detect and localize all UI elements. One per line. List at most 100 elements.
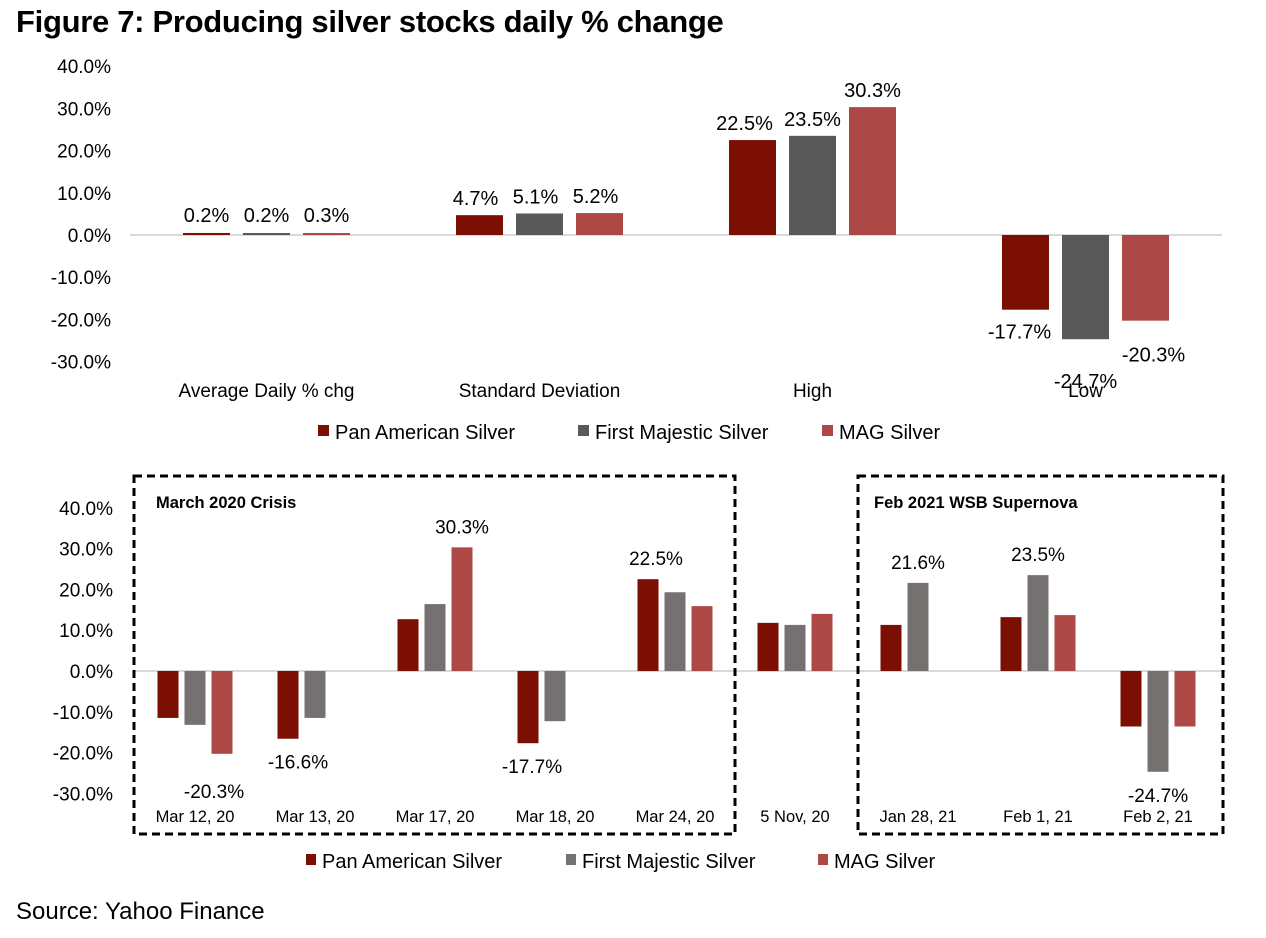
data-label: 22.5% xyxy=(716,113,773,135)
data-label: 30.3% xyxy=(844,80,901,102)
data-label: -20.3% xyxy=(1122,345,1186,367)
bar xyxy=(157,671,179,718)
bar xyxy=(691,606,713,671)
x-category-label: Mar 13, 20 xyxy=(276,808,355,826)
bar xyxy=(784,624,806,671)
data-label: 21.6% xyxy=(891,553,945,574)
bar xyxy=(397,619,419,671)
y-tick-label: 10.0% xyxy=(59,621,113,642)
annotation-box xyxy=(856,474,1225,836)
legend-label: First Majestic Silver xyxy=(595,422,769,444)
x-category-label: High xyxy=(793,381,832,402)
x-category-label: Average Daily % chg xyxy=(178,381,354,402)
bar xyxy=(451,547,473,671)
y-tick-label: 40.0% xyxy=(57,57,111,78)
bar xyxy=(789,135,836,235)
bar xyxy=(757,622,779,671)
legend-label: Pan American Silver xyxy=(322,851,502,873)
x-category-label: Mar 12, 20 xyxy=(156,808,235,826)
x-category-label: Mar 24, 20 xyxy=(636,808,715,826)
x-category-label: Feb 2, 21 xyxy=(1123,808,1193,826)
bar xyxy=(664,592,686,671)
bar xyxy=(1062,235,1109,340)
data-label: 0.2% xyxy=(244,205,290,227)
bar xyxy=(849,107,896,235)
y-tick-label: 10.0% xyxy=(57,184,111,205)
data-label: 30.3% xyxy=(435,517,489,538)
bar xyxy=(811,613,833,671)
legend-label: Pan American Silver xyxy=(335,422,515,444)
y-tick-label: 0.0% xyxy=(68,226,111,247)
bar xyxy=(1147,671,1169,772)
x-category-label: Standard Deviation xyxy=(459,381,621,402)
x-category-label: Feb 1, 21 xyxy=(1003,808,1073,826)
figure-title: Figure 7: Producing silver stocks daily … xyxy=(16,4,724,39)
annotation-title: March 2020 Crisis xyxy=(156,494,296,512)
bar xyxy=(907,582,929,671)
bar xyxy=(544,671,566,722)
data-label: 5.1% xyxy=(513,186,559,208)
y-tick-label: 20.0% xyxy=(59,580,113,601)
data-label: 22.5% xyxy=(629,549,683,570)
legend-swatch xyxy=(818,854,828,865)
bar xyxy=(517,671,539,744)
y-tick-label: -10.0% xyxy=(53,703,113,724)
bar xyxy=(637,579,659,671)
data-label: -17.7% xyxy=(502,757,562,778)
bar xyxy=(243,233,290,235)
bar xyxy=(1002,235,1049,310)
y-tick-label: 30.0% xyxy=(57,99,111,120)
legend-swatch xyxy=(318,425,329,436)
bar xyxy=(1054,615,1076,671)
bar xyxy=(729,140,776,235)
bar xyxy=(1122,235,1169,321)
y-tick-label: -30.0% xyxy=(53,784,113,805)
y-tick-label: 30.0% xyxy=(59,540,113,561)
legend-swatch xyxy=(822,425,833,436)
bar xyxy=(1120,671,1142,727)
x-category-label: Low xyxy=(1068,381,1103,402)
data-label: 0.3% xyxy=(304,205,350,227)
annotation-title: Feb 2021 WSB Supernova xyxy=(874,494,1078,512)
legend-swatch xyxy=(566,854,576,865)
y-tick-label: -20.0% xyxy=(53,744,113,765)
x-category-label: 5 Nov, 20 xyxy=(760,808,829,826)
data-label: -17.7% xyxy=(988,322,1052,344)
bar xyxy=(211,671,233,754)
data-label: -24.7% xyxy=(1054,371,1118,393)
bar xyxy=(1174,671,1196,727)
data-label: 0.2% xyxy=(184,205,230,227)
y-tick-label: 20.0% xyxy=(57,142,111,163)
bar xyxy=(1027,575,1049,671)
bar xyxy=(456,215,503,235)
data-label: -24.7% xyxy=(1128,786,1188,807)
bar xyxy=(277,671,299,739)
x-category-label: Jan 28, 21 xyxy=(879,808,956,826)
data-label: -20.3% xyxy=(184,782,244,803)
legend-label: MAG Silver xyxy=(834,851,935,873)
legend-label: MAG Silver xyxy=(839,422,940,444)
legend-swatch xyxy=(578,425,589,436)
y-tick-label: 0.0% xyxy=(70,662,113,683)
legend-swatch xyxy=(306,854,316,865)
bar xyxy=(184,671,206,725)
data-label: 23.5% xyxy=(1011,545,1065,566)
data-label: 4.7% xyxy=(453,188,499,210)
bar xyxy=(183,233,230,235)
bar xyxy=(880,624,902,671)
x-category-label: Mar 17, 20 xyxy=(396,808,475,826)
bar xyxy=(304,671,326,718)
bar xyxy=(424,604,446,671)
bar xyxy=(303,233,350,235)
y-tick-label: -10.0% xyxy=(51,268,111,289)
data-label: -16.6% xyxy=(268,753,328,774)
source-note: Source: Yahoo Finance xyxy=(16,898,265,925)
y-tick-label: -20.0% xyxy=(51,310,111,331)
y-tick-label: -30.0% xyxy=(51,353,111,374)
data-label: 5.2% xyxy=(573,186,619,208)
y-tick-label: 40.0% xyxy=(59,499,113,520)
bar xyxy=(576,213,623,235)
x-category-label: Mar 18, 20 xyxy=(516,808,595,826)
legend-label: First Majestic Silver xyxy=(582,851,756,873)
